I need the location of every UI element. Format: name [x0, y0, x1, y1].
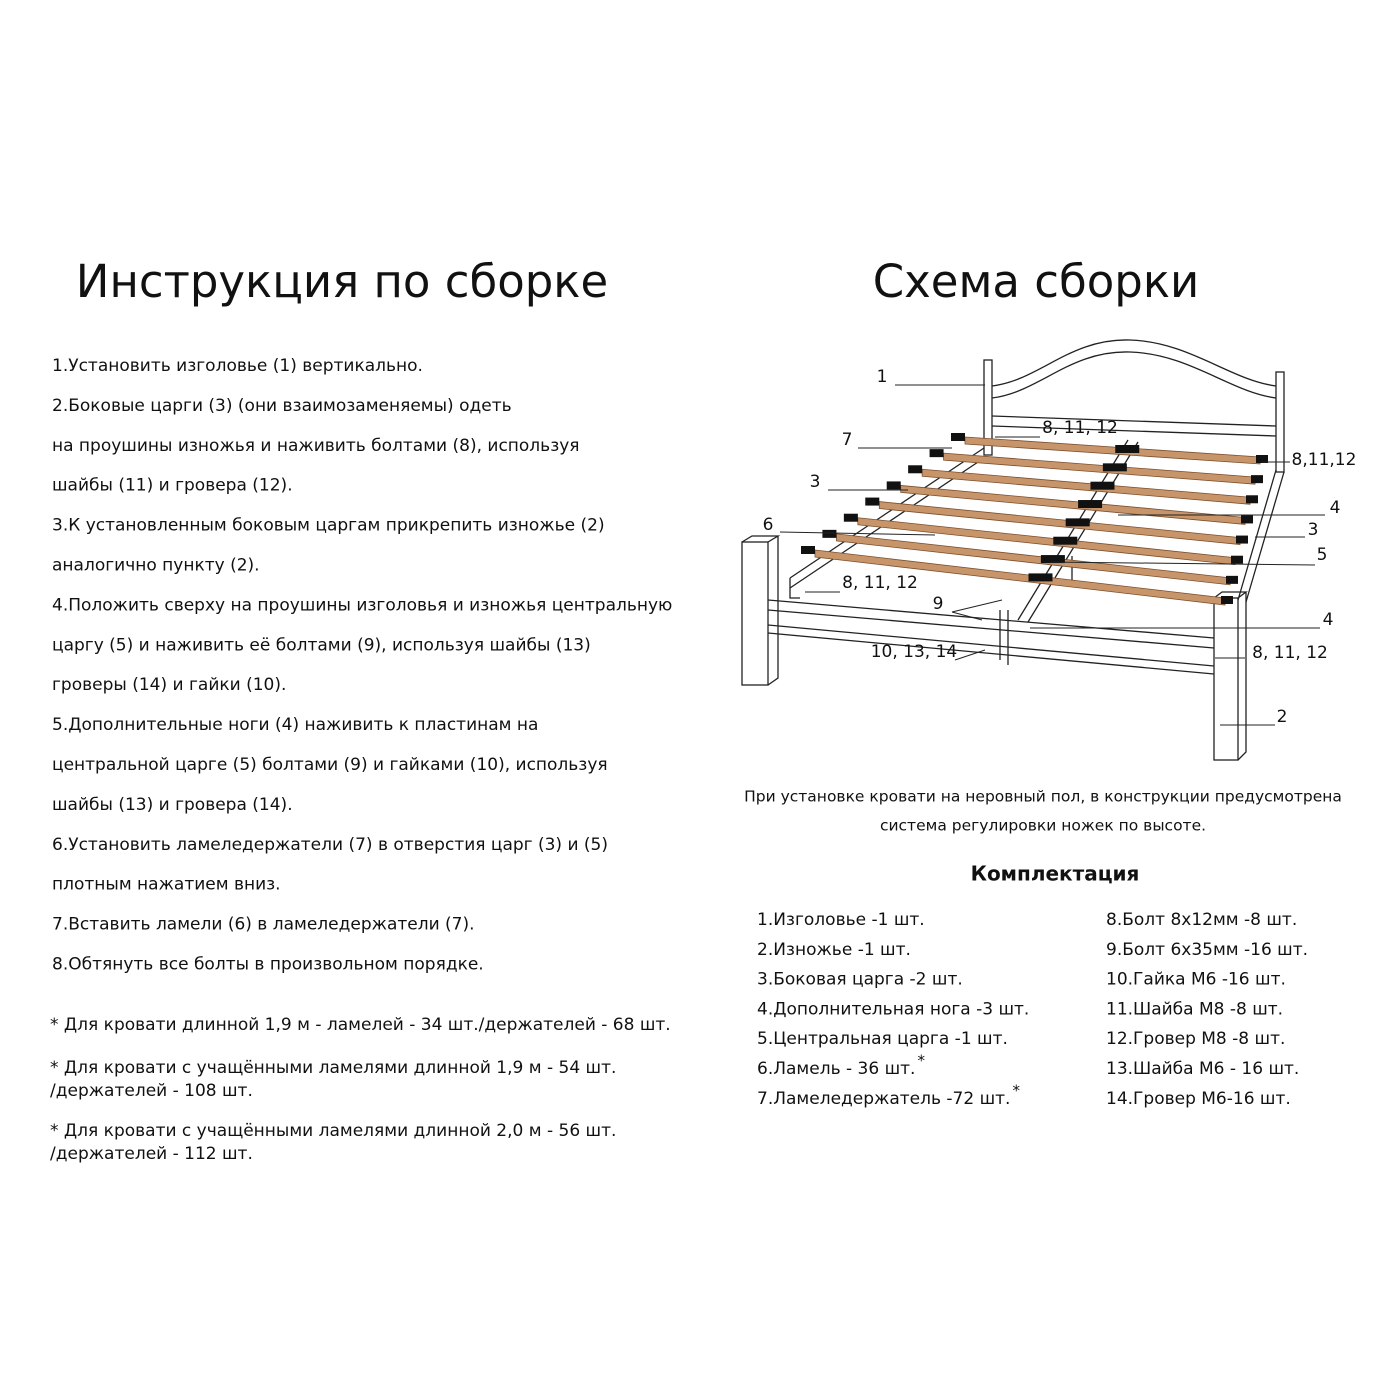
slat-holder	[1115, 445, 1140, 453]
callout-label: 3	[1308, 520, 1319, 540]
kit-item: 11.Шайба М8 -8 шт.	[1106, 999, 1283, 1019]
callout-label: 10, 13, 14	[871, 642, 958, 662]
slat	[857, 517, 1236, 566]
kit-item: 4.Дополнительная нога -3 шт.	[757, 999, 1029, 1019]
leader-line	[954, 649, 986, 661]
kit-item: 8.Болт 8х12мм -8 шт.	[1106, 910, 1297, 930]
callout-label: 1	[877, 367, 888, 387]
kit-item: 14.Гровер М6-16 шт.	[1106, 1089, 1291, 1109]
slat-holder	[1090, 481, 1115, 490]
slat-holder	[1102, 463, 1127, 472]
scheme-title: Схема сборки	[873, 255, 1200, 308]
kit-item: 7.Ламеледержатель -72 шт.	[757, 1089, 1010, 1109]
leader-line	[779, 531, 936, 536]
slat-holder	[1065, 518, 1090, 527]
leader-line	[1049, 561, 1316, 566]
slat-holder	[843, 513, 858, 522]
slat-holder	[1236, 535, 1248, 544]
instruction-line: 3.К установленным боковым царгам прикреп…	[52, 516, 605, 536]
instruction-line: плотным нажатием вниз.	[52, 875, 281, 895]
instructions-title: Инструкция по сборке	[76, 255, 608, 308]
slat-holder	[1221, 596, 1233, 604]
kit-item: 3.Боковая царга -2 шт.	[757, 970, 963, 990]
instruction-line: шайбы (13) и гровера (14).	[52, 795, 293, 815]
slats	[801, 433, 1268, 606]
instruction-line: 8.Обтянуть все болты в произвольном поря…	[52, 955, 484, 975]
footnote-line: * Для кровати с учащёнными ламелями длин…	[50, 1121, 616, 1141]
kit-item: 5.Центральная царга -1 шт.	[757, 1029, 1008, 1049]
instruction-line: гроверы (14) и гайки (10).	[52, 675, 286, 695]
slat-holder	[929, 449, 944, 458]
kit-title: Комплектация	[971, 862, 1140, 886]
note-line: При установке кровати на неровный пол, в…	[744, 788, 1342, 806]
slat	[878, 501, 1241, 546]
callout-label: 6	[763, 515, 774, 535]
kit-item: 1.Изголовье -1 шт.	[757, 910, 925, 930]
slat	[943, 452, 1256, 485]
instruction-line: шайбы (11) и гровера (12).	[52, 476, 293, 496]
kit-item: 6.Ламель - 36 шт.	[757, 1059, 915, 1079]
instructions: 1.Установить изголовье (1) вертикально. 2…	[50, 356, 672, 1164]
callout-label: 9	[933, 594, 944, 614]
instruction-line: 6.Установить ламеледержатели (7) в отвер…	[52, 835, 608, 855]
callout-label: 8, 11, 12	[842, 573, 918, 593]
footnote-line: /держателей - 108 шт.	[50, 1081, 253, 1101]
kit: При установке кровати на неровный пол, в…	[744, 788, 1342, 1109]
callout-label: 5	[1317, 545, 1328, 565]
note-line: система регулировки ножек по высоте.	[880, 817, 1206, 835]
footnote-line: /держателей - 112 шт.	[50, 1144, 253, 1164]
leader-line	[951, 611, 983, 621]
instruction-line: 2.Боковые царги (3) (они взаимозаменяемы…	[52, 396, 512, 416]
callout-label: 2	[1277, 707, 1288, 727]
instruction-line: центральной царге (5) болтами (9) и гайк…	[52, 755, 608, 775]
kit-item: 10.Гайка М6 -16 шт.	[1106, 970, 1286, 990]
slat-holder	[886, 481, 901, 490]
slat-holder	[1231, 555, 1243, 564]
callout-label: 4	[1330, 498, 1341, 518]
slat-holder	[1226, 575, 1238, 584]
instruction-line: на проушины изножья и наживить болтами (…	[52, 436, 580, 456]
slat-holder	[801, 546, 815, 554]
slat	[814, 549, 1226, 606]
callout-label: 3	[810, 472, 821, 492]
instruction-line: 1.Установить изголовье (1) вертикально.	[52, 356, 423, 376]
leader-line	[951, 599, 1003, 613]
slat-holder	[1078, 500, 1103, 509]
callout-label: 8, 11, 12	[1042, 418, 1118, 438]
callout-label: 8, 11, 12	[1252, 643, 1328, 663]
slat-holder	[1256, 455, 1268, 463]
slat-holder	[822, 529, 837, 538]
slat-holder	[951, 433, 965, 441]
kit-item: 2.Изножье -1 шт.	[757, 940, 911, 960]
footnote-mark: *	[1012, 1081, 1020, 1099]
slat-holder	[1251, 475, 1263, 484]
kit-item: 12.Гровер М8 -8 шт.	[1106, 1029, 1285, 1049]
instruction-line: 5.Дополнительные ноги (4) наживить к пла…	[52, 715, 538, 735]
slat	[836, 533, 1231, 586]
slat-holder	[865, 497, 880, 506]
slat-holder	[1028, 573, 1053, 582]
footnote-line: * Для кровати длинной 1,9 м - ламелей - …	[50, 1015, 671, 1035]
slat-holder	[908, 465, 923, 474]
instruction-line: 4.Положить сверху на проушины изголовья …	[52, 595, 672, 615]
callout-label: 8,11,12	[1292, 450, 1357, 470]
instruction-line: аналогично пункту (2).	[52, 556, 260, 576]
footnote-mark: *	[917, 1052, 925, 1070]
slat-holder	[1246, 495, 1258, 504]
slat	[921, 468, 1251, 505]
instruction-line: 7.Вставить ламели (6) в ламеледержатели …	[52, 915, 475, 935]
footnote-line: * Для кровати с учащёнными ламелями длин…	[50, 1058, 616, 1078]
callout-label: 4	[1323, 610, 1334, 630]
slat-holder	[1241, 515, 1253, 524]
slat-holder	[1053, 536, 1078, 545]
kit-item: 9.Болт 6х35мм -16 шт.	[1106, 940, 1308, 960]
kit-item: 13.Шайба М6 - 16 шт.	[1106, 1059, 1299, 1079]
slat	[964, 436, 1261, 465]
slat-holder	[1040, 555, 1065, 564]
instruction-line: царгу (5) и наживить её болтами (9), исп…	[52, 635, 591, 655]
callout-label: 7	[842, 430, 853, 450]
